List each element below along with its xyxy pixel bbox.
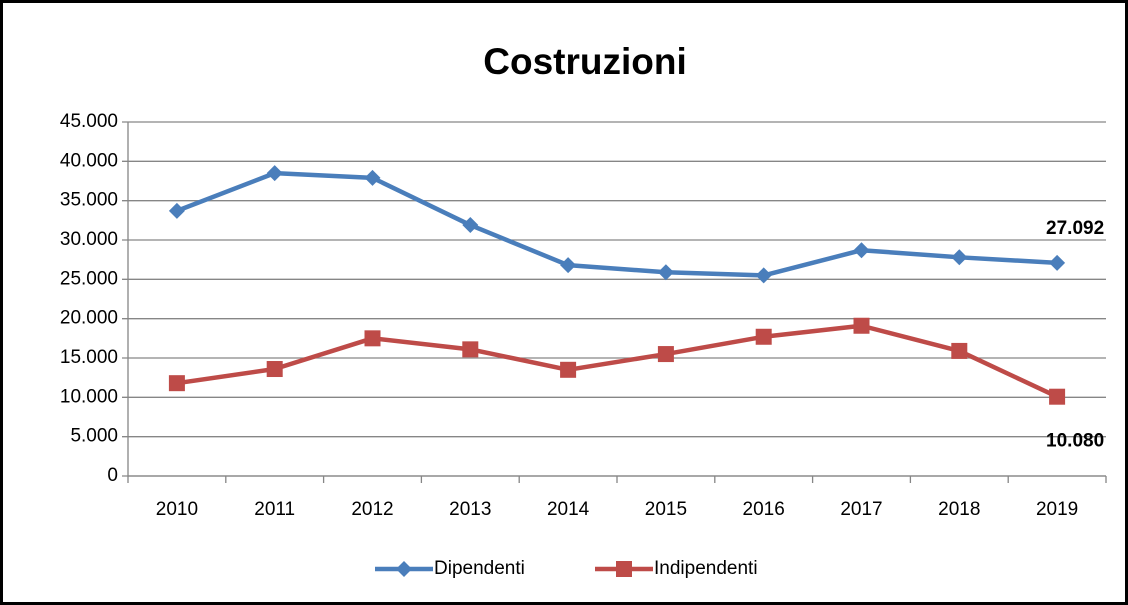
data-point	[755, 267, 772, 284]
x-tick-label: 2014	[547, 499, 590, 520]
data-point	[560, 361, 577, 378]
data-point	[853, 242, 870, 259]
y-tick-label: 35.000	[60, 190, 118, 211]
legend-label: Indipendenti	[654, 558, 758, 579]
y-tick-label: 10.000	[60, 386, 118, 407]
x-tick-label: 2018	[938, 499, 980, 520]
y-tick-label: 40.000	[60, 150, 118, 171]
y-tick-label: 30.000	[60, 229, 118, 250]
legend-marker	[396, 561, 412, 577]
x-tick-label: 2010	[156, 499, 198, 520]
data-point	[560, 257, 577, 274]
x-tick-label: 2015	[645, 499, 687, 520]
y-tick-label: 20.000	[60, 308, 118, 329]
x-tick-label: 2012	[351, 499, 393, 520]
x-tick-label: 2017	[840, 499, 882, 520]
y-tick-label: 5.000	[70, 426, 118, 447]
y-tick-label: 0	[107, 465, 118, 486]
data-point	[1049, 254, 1066, 271]
data-label: 10.080	[1046, 431, 1104, 452]
x-tick-label: 2019	[1036, 499, 1078, 520]
data-point	[266, 361, 283, 378]
x-tick-label: 2011	[254, 499, 295, 520]
data-line	[176, 323, 1059, 399]
data-label: 27.092	[1046, 218, 1104, 239]
data-point	[168, 375, 185, 392]
data-point	[266, 165, 283, 182]
data-point	[364, 330, 381, 347]
data-point	[951, 249, 968, 266]
chart-title: Costruzioni	[483, 41, 686, 82]
legend-marker	[616, 561, 632, 577]
data-point	[755, 328, 772, 345]
data-point	[462, 217, 479, 234]
y-tick-label: 25.000	[60, 268, 118, 289]
y-tick-label: 45.000	[60, 111, 118, 132]
data-point	[168, 202, 185, 219]
data-point	[657, 264, 674, 281]
data-point	[657, 346, 674, 363]
x-tick-label: 2013	[449, 499, 491, 520]
data-point	[951, 342, 968, 359]
x-tick-label: 2016	[743, 499, 785, 520]
data-point	[462, 341, 479, 358]
y-tick-label: 15.000	[60, 347, 118, 368]
data-point	[853, 317, 870, 334]
data-line	[176, 170, 1058, 278]
data-point	[364, 169, 381, 186]
data-point	[1049, 388, 1066, 405]
legend-label: Dipendenti	[434, 558, 525, 579]
